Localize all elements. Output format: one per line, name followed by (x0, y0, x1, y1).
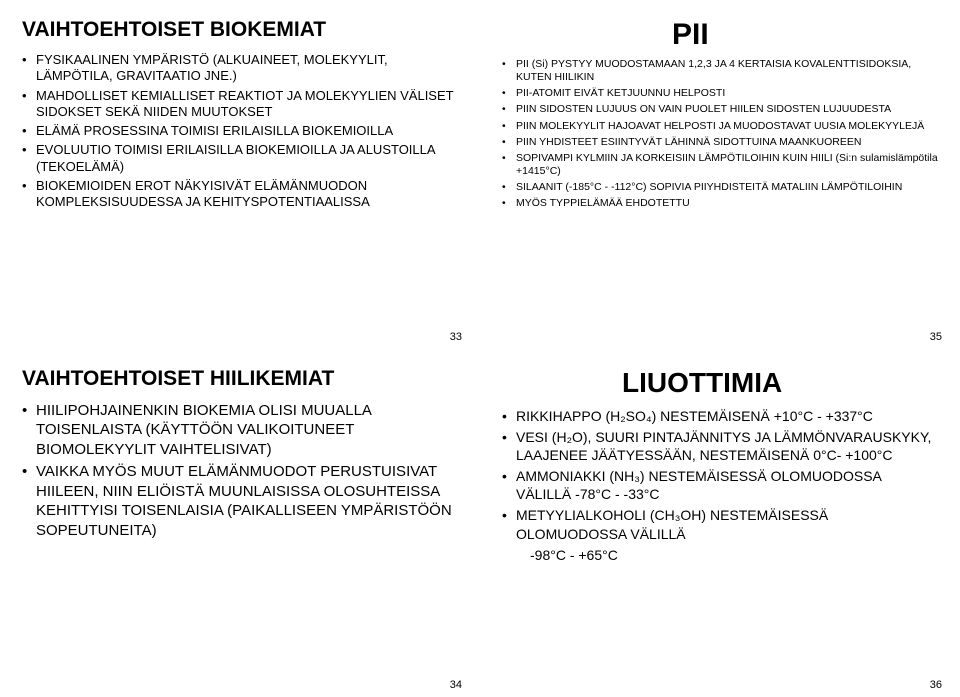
bullet-item: VAIKKA MYÖS MUUT ELÄMÄNMUODOT PERUSTUISI… (22, 462, 458, 540)
slide-34: VAIHTOEHTOISET HIILIKEMIAT HIILIPOHJAINE… (0, 349, 480, 697)
bullet-item: RIKKIHAPPO (H₂SO₄) NESTEMÄISENÄ +10°C - … (502, 407, 938, 425)
bullet-item: FYSIKAALINEN YMPÄRISTÖ (ALKUAINEET, MOLE… (22, 52, 458, 85)
bullet-item: METYYLIALKOHOLI (CH₃OH) NESTEMÄISESSÄ OL… (502, 506, 938, 542)
handout-grid: VAIHTOEHTOISET BIOKEMIAT FYSIKAALINEN YM… (0, 0, 960, 697)
slide-title: VAIHTOEHTOISET BIOKEMIAT (22, 18, 458, 42)
page-number: 33 (450, 331, 462, 343)
bullet-item: BIOKEMIOIDEN EROT NÄKYISIVÄT ELÄMÄNMUODO… (22, 178, 458, 211)
bullet-item: PII-ATOMIT EIVÄT KETJUUNNU HELPOSTI (502, 87, 938, 100)
page-number: 34 (450, 679, 462, 691)
bullet-item: MAHDOLLISET KEMIALLISET REAKTIOT JA MOLE… (22, 88, 458, 121)
bullet-item: SILAANIT (-185°C - -112°C) SOPIVIA PIIYH… (502, 181, 938, 194)
bullet-item: MYÖS TYPPIELÄMÄÄ EHDOTETTU (502, 197, 938, 210)
bullet-item: PIIN YHDISTEET ESIINTYVÄT LÄHINNÄ SIDOTT… (502, 136, 938, 149)
slide-35: PII PII (Si) PYSTYY MUODOSTAMAAN 1,2,3 J… (480, 0, 960, 349)
bullet-item: PIIN MOLEKYYLIT HAJOAVAT HELPOSTI JA MUO… (502, 120, 938, 133)
slide-36: LIUOTTIMIA RIKKIHAPPO (H₂SO₄) NESTEMÄISE… (480, 349, 960, 697)
bullet-item: AMMONIAKKI (NH₃) NESTEMÄISESSÄ OLOMUODOS… (502, 467, 938, 503)
slide-title: VAIHTOEHTOISET HIILIKEMIAT (22, 367, 458, 391)
slide-title: PII (672, 18, 938, 52)
bullet-item: ELÄMÄ PROSESSINA TOIMISI ERILAISILLA BIO… (22, 123, 458, 139)
bullet-item: SOPIVAMPI KYLMIIN JA KORKEISIIN LÄMPÖTIL… (502, 152, 938, 178)
slide-title: LIUOTTIMIA (622, 367, 938, 399)
bullet-list: RIKKIHAPPO (H₂SO₄) NESTEMÄISENÄ +10°C - … (502, 407, 938, 565)
bullet-item-continuation: -98°C - +65°C (502, 546, 938, 564)
bullet-list: PII (Si) PYSTYY MUODOSTAMAAN 1,2,3 JA 4 … (502, 58, 938, 210)
bullet-item: HIILIPOHJAINENKIN BIOKEMIA OLISI MUUALLA… (22, 401, 458, 460)
slide-33: VAIHTOEHTOISET BIOKEMIAT FYSIKAALINEN YM… (0, 0, 480, 349)
bullet-item: PII (Si) PYSTYY MUODOSTAMAAN 1,2,3 JA 4 … (502, 58, 938, 84)
bullet-item: VESI (H₂O), SUURI PINTAJÄNNITYS JA LÄMMÖ… (502, 428, 938, 464)
page-number: 36 (930, 679, 942, 691)
bullet-list: HIILIPOHJAINENKIN BIOKEMIA OLISI MUUALLA… (22, 401, 458, 541)
page-number: 35 (930, 331, 942, 343)
bullet-item: EVOLUUTIO TOIMISI ERILAISILLA BIOKEMIOIL… (22, 142, 458, 175)
bullet-list: FYSIKAALINEN YMPÄRISTÖ (ALKUAINEET, MOLE… (22, 52, 458, 210)
bullet-item: PIIN SIDOSTEN LUJUUS ON VAIN PUOLET HIIL… (502, 103, 938, 116)
